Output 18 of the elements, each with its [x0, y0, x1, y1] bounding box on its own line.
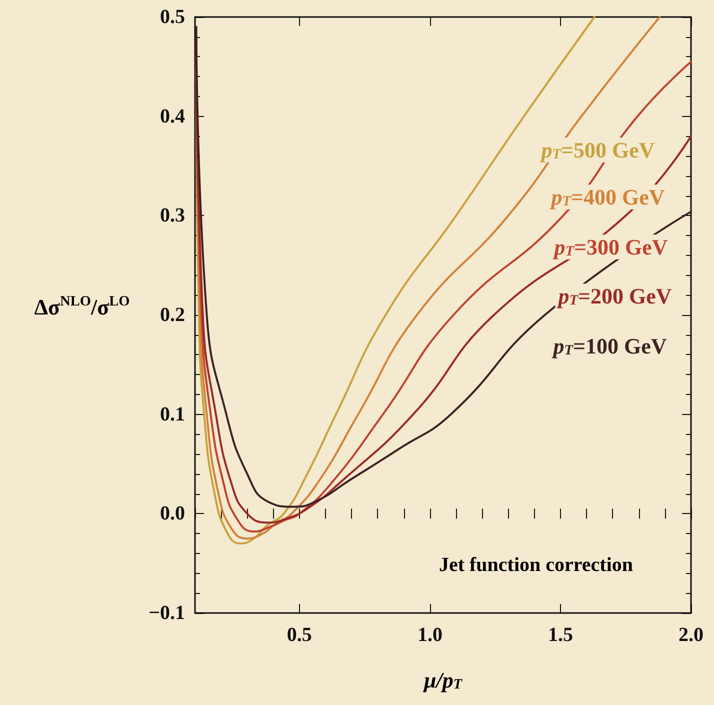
x-axis-title: μ/pT — [422, 668, 464, 692]
series-label: pT=500 GeV — [539, 138, 655, 162]
y-tick-label: −0.1 — [148, 602, 185, 624]
y-tick-label: 0.2 — [160, 304, 185, 326]
y-tick-label: 0.1 — [160, 403, 185, 426]
series-label: pT=300 GeV — [552, 234, 668, 260]
series-label: pT=100 GeV — [551, 334, 667, 358]
y-tick-label: 0.4 — [160, 105, 185, 128]
x-tick-label: 0.5 — [286, 624, 312, 646]
annotation: Jet function correction — [438, 554, 634, 576]
series-label: pT=200 GeV — [556, 284, 672, 308]
series-label: pT=400 GeV — [549, 184, 665, 210]
x-tick-label: 1.5 — [548, 624, 573, 646]
y-tick-label: 0.3 — [160, 204, 185, 227]
y-tick-label: 0.5 — [160, 6, 185, 28]
x-tick-label: 1.0 — [417, 624, 442, 646]
y-tick-label: 0.0 — [160, 502, 185, 525]
x-tick-label: 2.0 — [678, 624, 704, 646]
